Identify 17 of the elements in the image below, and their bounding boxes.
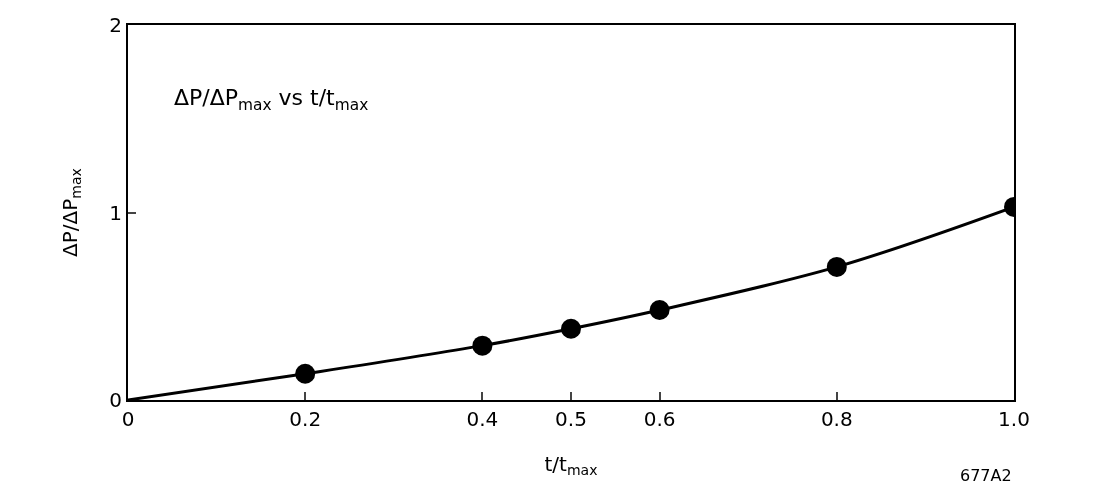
- point: [472, 335, 493, 356]
- x-axis-title: t/t$_{max}$: [544, 452, 598, 479]
- y-tick-label: 0: [109, 388, 122, 412]
- x-tick-label: 0.6: [643, 407, 676, 431]
- text: 677A2: [960, 466, 1012, 485]
- point: [649, 300, 670, 320]
- x-tick-label: 0.8: [820, 407, 853, 431]
- x-tick-label: 1.0: [998, 407, 1030, 431]
- x-tick-label: 0.5: [555, 407, 587, 431]
- y-tick-label: 1: [109, 200, 122, 225]
- x-tick-label: 0.4: [466, 407, 499, 431]
- point: [561, 318, 581, 339]
- x-tick-label: 0.2: [289, 407, 322, 431]
- point: [295, 363, 316, 384]
- point: [826, 256, 847, 277]
- annotation: ΔP/ΔP$_{max}$ vs t/t$_{max}$: [174, 85, 369, 114]
- y-tick-label: 2: [109, 13, 122, 37]
